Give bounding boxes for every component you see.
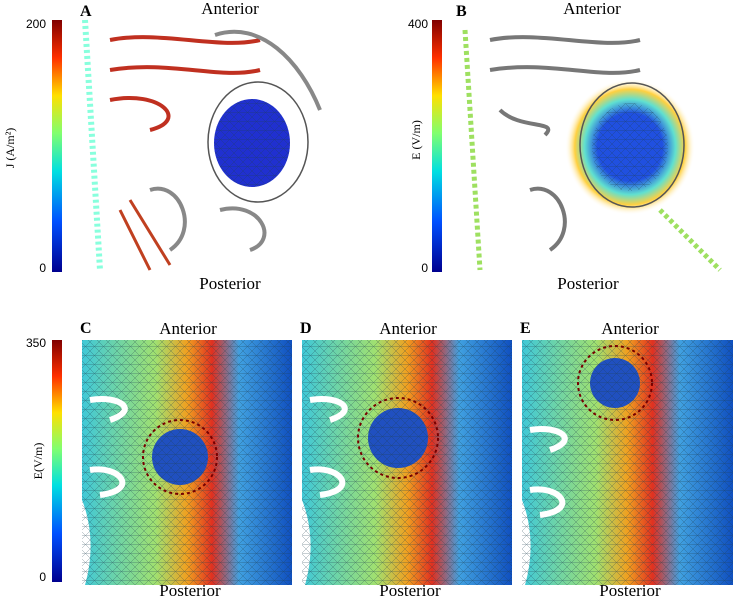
colorbar-min: 0 [421,261,428,275]
orientation-top: Anterior [201,0,259,18]
panel-label: C [80,320,92,337]
orientation-bottom: Posterior [599,581,661,599]
orientation-bottom: Posterior [199,274,261,293]
panel-c-image [82,340,292,585]
colorbar [432,20,442,272]
colorbar-label: E(V/m) [31,443,45,480]
panel-label: A [80,3,92,20]
orientation-bottom: Posterior [557,274,619,293]
panel-b-image [462,29,722,272]
panel-label: B [456,3,467,20]
colorbar-label: E (V/m) [409,120,423,160]
colorbar-label: J (A/m²) [3,128,17,169]
panel-label: D [300,320,312,337]
orientation-bottom: Posterior [379,581,441,599]
orientation-bottom: Posterior [159,581,221,599]
panel-a-image [82,19,322,271]
panel-d-image [302,340,512,585]
colorbar-max: 400 [408,17,428,31]
orientation-top: Anterior [379,319,437,338]
colorbar [52,20,62,272]
colorbar-min: 0 [39,261,46,275]
colorbar [52,340,62,582]
panel-e-image [522,340,733,585]
colorbar-max: 350 [26,336,46,350]
orientation-top: Anterior [601,319,659,338]
panel-label: E [520,320,531,337]
colorbar-max: 200 [26,17,46,31]
colorbar-min: 0 [39,570,46,584]
orientation-top: Anterior [159,319,217,338]
orientation-top: Anterior [563,0,621,18]
